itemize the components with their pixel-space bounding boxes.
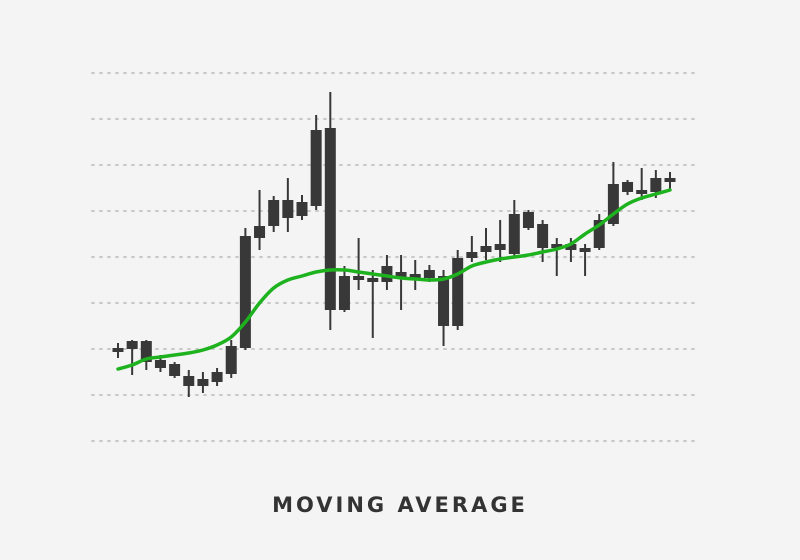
candle-body bbox=[480, 246, 492, 252]
candle-body bbox=[112, 348, 124, 352]
candle-body bbox=[197, 379, 209, 386]
candle-body bbox=[140, 341, 152, 362]
candle-body bbox=[154, 360, 166, 368]
candle-body bbox=[169, 364, 181, 376]
candle-body bbox=[254, 226, 266, 238]
candle-body bbox=[310, 130, 322, 206]
candle-body bbox=[353, 276, 365, 280]
chart-title: MOVING AVERAGE bbox=[272, 493, 528, 517]
candle-body bbox=[607, 184, 619, 224]
candle-body bbox=[565, 244, 577, 250]
candle-body bbox=[409, 274, 421, 280]
candle-body bbox=[183, 376, 195, 386]
candle-body bbox=[593, 220, 605, 248]
candle-body bbox=[296, 202, 308, 216]
candle-body bbox=[126, 341, 138, 349]
candle-body bbox=[324, 128, 336, 310]
candle-body bbox=[268, 200, 280, 226]
moving-average-line bbox=[116, 188, 672, 371]
candle-body bbox=[650, 178, 662, 192]
candle-body bbox=[522, 212, 534, 228]
candle-body bbox=[579, 248, 591, 252]
candle-body bbox=[338, 276, 350, 310]
candle-body bbox=[282, 200, 294, 218]
candle-body bbox=[494, 244, 506, 250]
candle-body bbox=[537, 224, 549, 248]
candle-body bbox=[423, 270, 435, 278]
candle-body bbox=[508, 214, 520, 254]
candle-body bbox=[622, 182, 634, 192]
candle-body bbox=[664, 178, 676, 182]
candle-body bbox=[225, 346, 237, 374]
candle-body bbox=[636, 190, 648, 194]
candle-body bbox=[466, 252, 478, 258]
candle-body bbox=[239, 236, 251, 348]
candle-body bbox=[395, 272, 407, 278]
candle-body bbox=[367, 278, 379, 282]
candle-body bbox=[452, 258, 464, 326]
candle-body bbox=[381, 266, 393, 282]
candle-body bbox=[211, 372, 223, 382]
candle-body bbox=[551, 244, 563, 248]
candle-body bbox=[438, 276, 450, 326]
